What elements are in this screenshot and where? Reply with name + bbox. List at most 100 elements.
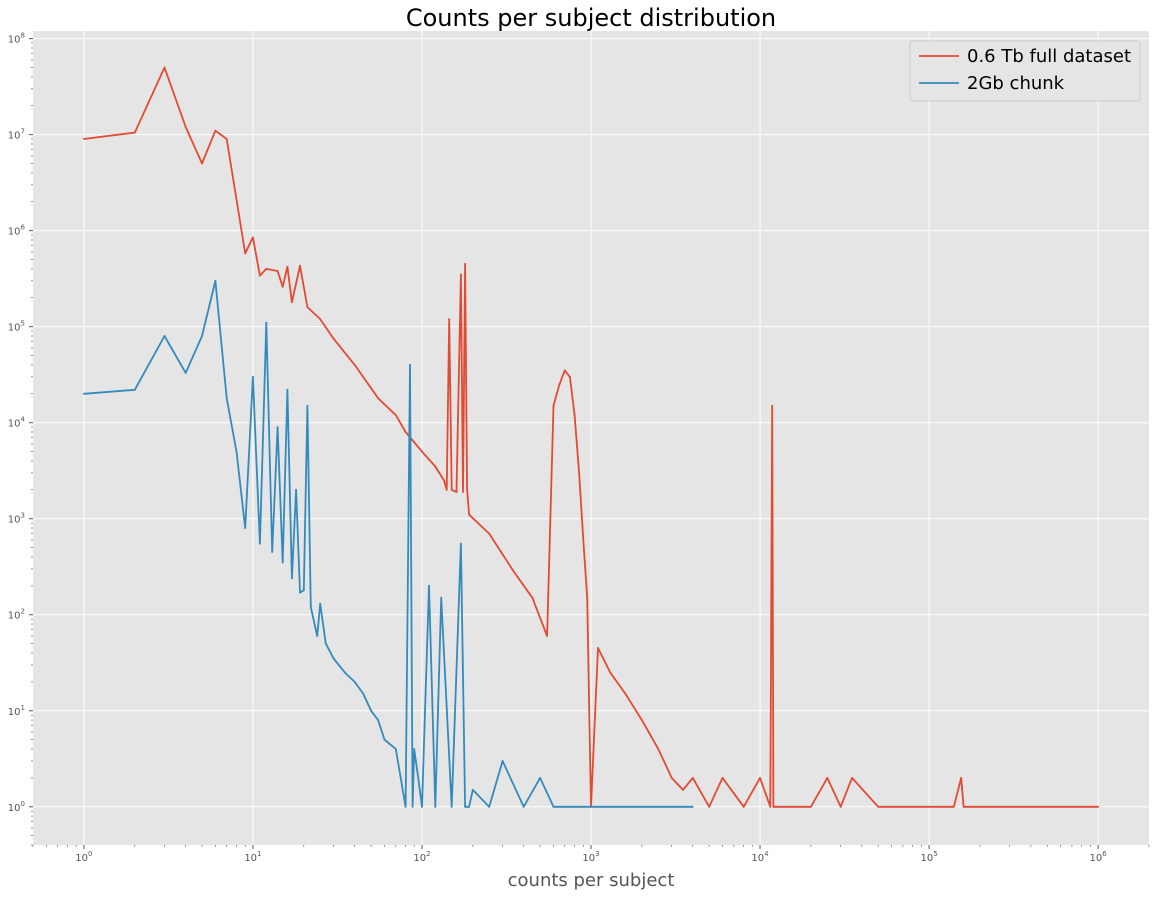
data-point: [184, 126, 187, 128]
data-point: [466, 488, 468, 491]
data-point: [281, 561, 284, 564]
data-point: [324, 642, 327, 645]
data-point: [590, 805, 592, 808]
data-point: [450, 488, 453, 491]
data-point: [563, 805, 566, 808]
data-point: [184, 372, 187, 374]
data-point: [394, 414, 397, 416]
data-point: [455, 491, 458, 493]
data-point: [522, 805, 525, 808]
y-tick-label: 106: [8, 224, 26, 238]
data-point: [573, 414, 576, 416]
data-point: [609, 671, 612, 674]
x-tick-label: 103: [582, 850, 599, 864]
data-point: [464, 805, 466, 808]
legend: 0.6 Tb full dataset 2Gb chunk: [909, 40, 1141, 102]
series-group: [83, 66, 1099, 808]
data-point: [552, 805, 555, 808]
data-point: [377, 719, 379, 721]
data-point: [319, 602, 322, 605]
data-point: [309, 606, 312, 608]
data-point: [670, 777, 673, 779]
data-point: [291, 301, 293, 304]
data-point: [952, 805, 955, 808]
y-tick-label: 107: [8, 128, 25, 142]
data-point: [691, 805, 694, 808]
data-point: [558, 383, 561, 386]
data-point: [394, 748, 397, 750]
x-tick-label: 105: [920, 850, 937, 864]
x-tick-label: 100: [75, 850, 92, 864]
data-point: [225, 138, 228, 140]
x-axis: 100 101 102 103 104 105 106: [75, 845, 1107, 864]
x-tick-label: 101: [244, 850, 261, 864]
data-point: [133, 131, 136, 134]
data-point: [708, 805, 711, 808]
data-point: [244, 252, 247, 255]
data-point: [276, 426, 279, 428]
legend-label-full-dataset: 0.6 Tb full dataset: [967, 46, 1131, 67]
data-point: [411, 805, 414, 808]
data-point: [721, 777, 724, 779]
data-point: [252, 376, 254, 378]
data-point: [468, 805, 470, 808]
data-point: [597, 647, 599, 649]
data-point: [641, 719, 643, 721]
data-point: [1097, 805, 1099, 808]
data-point: [353, 681, 356, 683]
data-point: [569, 376, 571, 378]
data-point: [443, 479, 445, 482]
data-point: [563, 369, 566, 372]
data-point: [319, 318, 322, 320]
data-point: [316, 635, 319, 637]
data-point: [259, 542, 261, 545]
y-tick-label: 105: [8, 320, 25, 334]
data-point: [552, 404, 555, 407]
data-point: [851, 777, 853, 779]
data-point: [344, 671, 346, 674]
data-point: [286, 265, 289, 268]
series-line-1: [83, 279, 693, 808]
data-point: [471, 789, 474, 791]
data-point: [641, 805, 643, 808]
data-point: [225, 397, 228, 400]
data-point: [586, 596, 589, 599]
data-point: [468, 513, 470, 516]
data-point: [362, 693, 365, 695]
x-tick-label: 106: [1090, 850, 1108, 864]
data-point: [582, 539, 585, 541]
data-point: [417, 777, 420, 779]
data-point: [783, 805, 786, 808]
data-point: [488, 805, 491, 808]
x-axis-label: counts per subject: [508, 870, 675, 891]
data-point: [353, 364, 356, 366]
data-point: [810, 805, 812, 808]
data-point: [421, 450, 423, 453]
data-point: [201, 335, 203, 337]
data-point: [332, 337, 335, 340]
data-point: [404, 805, 407, 808]
data-point: [682, 789, 684, 791]
data-point: [826, 777, 829, 779]
data-point: [271, 551, 274, 553]
data-point: [133, 388, 136, 391]
data-point: [962, 805, 965, 808]
grid-lines: [33, 31, 1149, 845]
data-point: [773, 805, 776, 808]
data-point: [450, 805, 453, 808]
y-tick-label: 102: [8, 608, 25, 622]
y-tick-label: 103: [8, 512, 25, 526]
data-point: [691, 777, 694, 779]
data-point: [531, 596, 534, 599]
data-point: [370, 709, 372, 712]
data-point: [462, 491, 464, 493]
data-point: [281, 285, 284, 288]
data-point: [265, 268, 268, 270]
x-tick-label: 104: [751, 850, 769, 864]
data-point: [960, 777, 963, 779]
data-point: [460, 273, 462, 276]
minor-ticks: [31, 42, 1150, 847]
data-point: [578, 472, 580, 474]
data-point: [448, 318, 451, 320]
